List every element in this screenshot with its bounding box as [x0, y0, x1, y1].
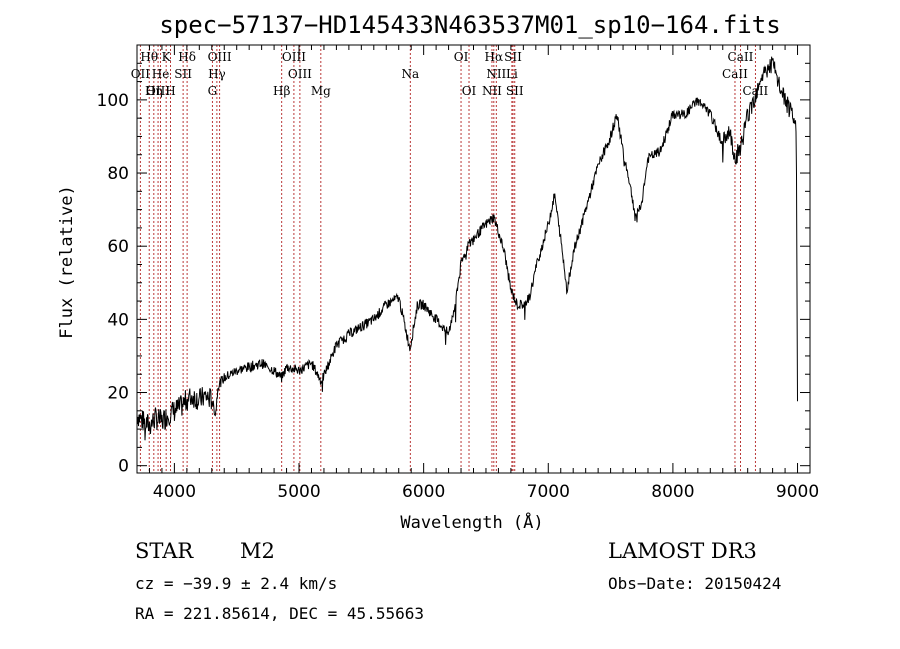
line-label: Hδ: [178, 50, 196, 64]
x-tick-label: 9000: [776, 482, 819, 502]
line-label: OI: [462, 84, 477, 98]
object-class: STAR: [135, 539, 194, 563]
line-label: Li: [506, 67, 518, 81]
y-tick-label: 100: [97, 91, 129, 111]
line-label: OI: [454, 50, 469, 64]
line-label: OIII: [282, 50, 306, 64]
line-label: Hθ: [140, 50, 158, 64]
line-label: Hα: [485, 50, 504, 64]
x-tick-label: 8000: [651, 482, 694, 502]
line-label: OIII: [208, 50, 232, 64]
line-label: NII: [486, 67, 506, 81]
line-label: Hη: [145, 84, 163, 98]
line-label: CaII: [742, 84, 768, 98]
spectral-line-markers: [139, 45, 756, 473]
line-label: H: [165, 84, 175, 98]
y-tick-label: 40: [107, 310, 129, 330]
line-label: K: [162, 50, 172, 64]
chart-title: spec−57137−HD145433N463537M01_sp10−164.f…: [159, 11, 780, 39]
x-tick-label: 6000: [402, 482, 445, 502]
survey-label: LAMOST DR3: [608, 539, 757, 563]
y-tick-label: 0: [118, 457, 129, 477]
line-label: OII: [131, 67, 151, 81]
x-tick-label: 4000: [153, 482, 196, 502]
line-label: He: [152, 67, 170, 81]
line-label: SII: [174, 67, 192, 81]
line-label: Hγ: [208, 67, 226, 81]
y-tick-label: 80: [107, 164, 129, 184]
spectrum-line: [136, 56, 798, 441]
line-label: OIII: [146, 84, 170, 98]
line-label: CaII: [722, 67, 748, 81]
spectral-line-labels: Hθ OII OIII He Hη K H SII Hδ OIII Hγ G Hβ OIII OIII Mg N…: [131, 50, 769, 98]
line-label: Hβ: [273, 84, 290, 98]
line-label: SII: [506, 84, 524, 98]
x-tick-label: 7000: [527, 482, 570, 502]
y-tick-label: 20: [107, 384, 129, 404]
obs-date: Obs−Date: 20150424: [608, 574, 781, 593]
y-axis-ticks: 0 20 40 60 80 100: [97, 62, 810, 477]
line-label: Na: [401, 67, 419, 81]
line-label: G: [208, 84, 218, 98]
x-tick-label: 5000: [277, 482, 320, 502]
coordinates: RA = 221.85614, DEC = 45.55663: [135, 604, 424, 623]
line-label: SII: [504, 50, 522, 64]
y-axis-label: Flux (relative): [57, 185, 77, 339]
line-label: OIII: [288, 67, 312, 81]
line-label: Mg: [311, 84, 331, 98]
redshift-cz: cz = −39.9 ± 2.4 km/s: [135, 574, 337, 593]
x-axis-ticks: 4000 5000 6000 7000 8000 9000: [136, 45, 819, 502]
x-axis-label: Wavelength (Å): [400, 511, 543, 533]
line-label: CaII: [728, 50, 754, 64]
object-subclass: M2: [240, 539, 275, 563]
y-tick-label: 60: [107, 237, 129, 257]
line-label: NII: [482, 84, 502, 98]
